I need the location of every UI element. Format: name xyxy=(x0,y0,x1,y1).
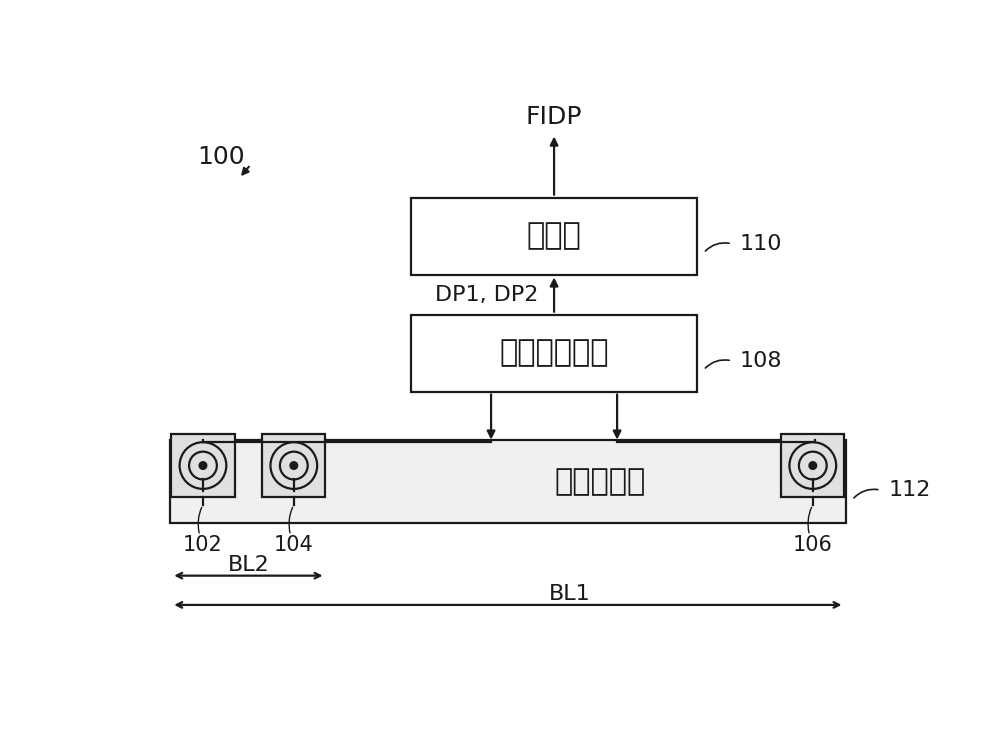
Circle shape xyxy=(199,461,207,469)
Text: 深度图产生器: 深度图产生器 xyxy=(499,339,609,367)
Bar xyxy=(411,198,697,275)
Bar xyxy=(262,434,325,497)
Text: 110: 110 xyxy=(740,234,782,254)
Text: 混合器: 混合器 xyxy=(527,222,581,251)
Text: 112: 112 xyxy=(888,480,931,500)
Text: 100: 100 xyxy=(197,145,244,169)
Bar xyxy=(171,434,235,497)
Text: BL2: BL2 xyxy=(228,555,269,575)
Text: FIDP: FIDP xyxy=(526,105,582,129)
Bar xyxy=(170,440,846,523)
Bar xyxy=(411,315,697,391)
Text: 108: 108 xyxy=(740,351,782,371)
Bar xyxy=(781,434,844,497)
Text: DP1, DP2: DP1, DP2 xyxy=(435,284,539,305)
Text: 102: 102 xyxy=(183,535,223,555)
Text: BL1: BL1 xyxy=(549,584,590,604)
Text: 104: 104 xyxy=(274,535,314,555)
Circle shape xyxy=(290,461,298,469)
Text: 106: 106 xyxy=(793,535,833,555)
Circle shape xyxy=(809,461,817,469)
Text: 印刷电路板: 印刷电路板 xyxy=(555,467,646,496)
